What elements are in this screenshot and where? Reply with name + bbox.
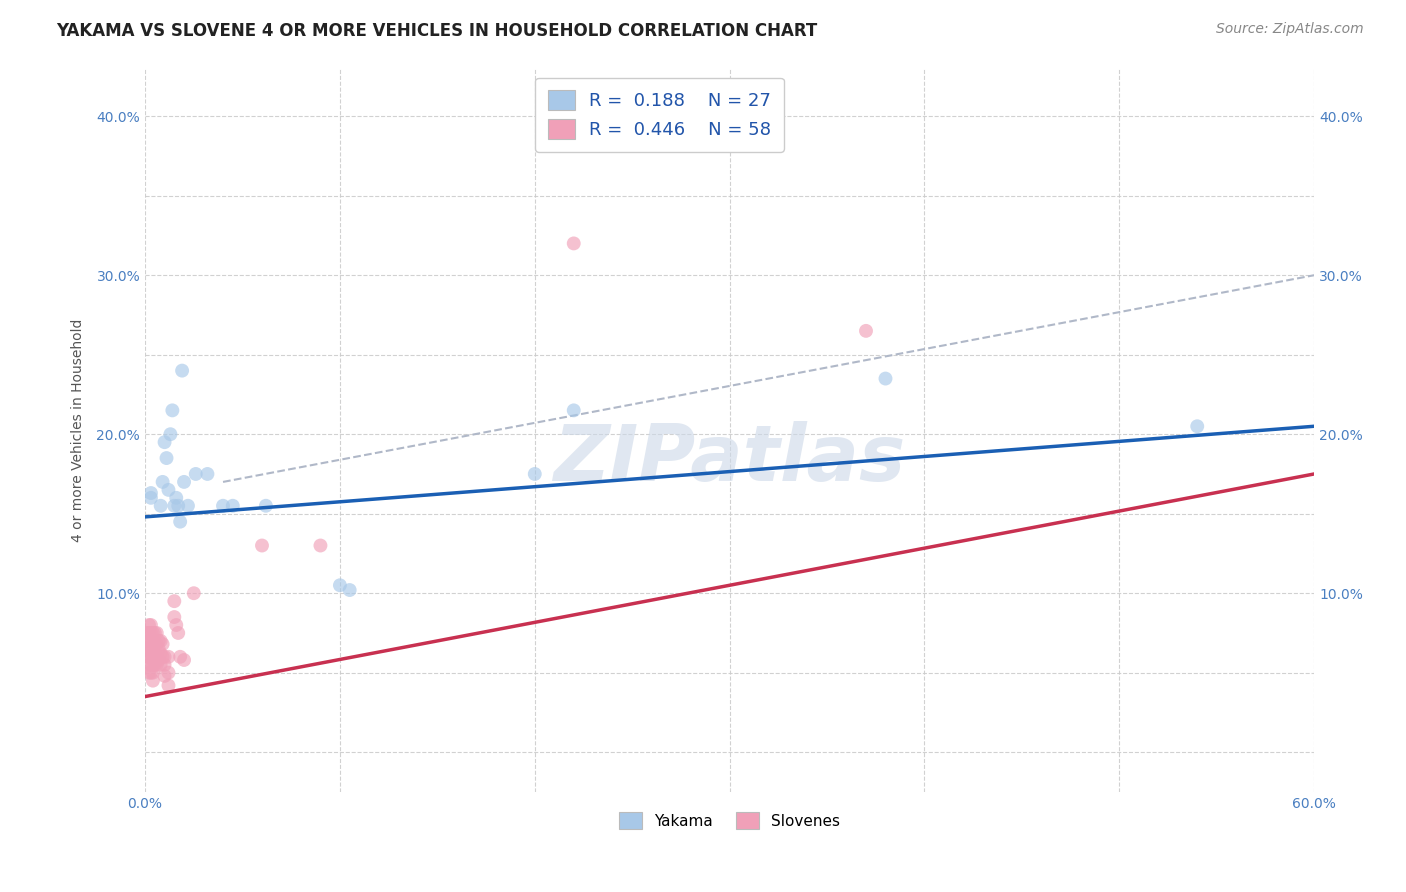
Point — [167, 499, 190, 513]
Point — [139, 626, 162, 640]
Point — [136, 634, 159, 648]
Point — [136, 649, 159, 664]
Point — [163, 610, 186, 624]
Point — [146, 657, 169, 672]
Point — [183, 586, 205, 600]
Point — [523, 467, 546, 481]
Point — [155, 451, 177, 466]
Point — [146, 649, 169, 664]
Point — [138, 626, 160, 640]
Point — [855, 324, 877, 338]
Point — [139, 486, 162, 500]
Point — [146, 637, 169, 651]
Point — [309, 539, 332, 553]
Point — [153, 649, 176, 664]
Point — [138, 657, 160, 672]
Point — [139, 641, 162, 656]
Point — [152, 637, 174, 651]
Point — [142, 641, 165, 656]
Point — [212, 499, 235, 513]
Point — [875, 371, 897, 385]
Point — [143, 626, 166, 640]
Point — [169, 515, 191, 529]
Point — [153, 435, 176, 450]
Point — [157, 665, 180, 680]
Point — [159, 427, 181, 442]
Point — [165, 491, 187, 505]
Point — [138, 634, 160, 648]
Text: Source: ZipAtlas.com: Source: ZipAtlas.com — [1216, 22, 1364, 37]
Point — [163, 594, 186, 608]
Point — [138, 649, 160, 664]
Point — [139, 665, 162, 680]
Point — [142, 649, 165, 664]
Point — [138, 618, 160, 632]
Point — [167, 626, 190, 640]
Point — [139, 657, 162, 672]
Point — [142, 657, 165, 672]
Point — [339, 582, 361, 597]
Point — [169, 649, 191, 664]
Point — [149, 634, 172, 648]
Point — [562, 403, 585, 417]
Point — [146, 626, 169, 640]
Point — [143, 657, 166, 672]
Point — [329, 578, 352, 592]
Y-axis label: 4 or more Vehicles in Household: 4 or more Vehicles in Household — [72, 318, 86, 542]
Point — [142, 634, 165, 648]
Point — [152, 649, 174, 664]
Legend: Yakama, Slovenes: Yakama, Slovenes — [613, 806, 846, 835]
Point — [165, 618, 187, 632]
Point — [149, 647, 172, 661]
Point — [139, 649, 162, 664]
Point — [222, 499, 245, 513]
Point — [136, 626, 159, 640]
Point — [139, 618, 162, 632]
Point — [562, 236, 585, 251]
Point — [157, 678, 180, 692]
Point — [149, 657, 172, 672]
Point — [138, 665, 160, 680]
Point — [142, 626, 165, 640]
Point — [142, 665, 165, 680]
Point — [173, 475, 195, 489]
Point — [1187, 419, 1209, 434]
Point — [157, 649, 180, 664]
Point — [143, 637, 166, 651]
Point — [250, 539, 273, 553]
Point — [149, 499, 172, 513]
Point — [148, 641, 170, 656]
Point — [172, 363, 194, 377]
Point — [254, 499, 277, 513]
Point — [184, 467, 207, 481]
Point — [177, 499, 200, 513]
Point — [173, 653, 195, 667]
Point — [153, 657, 176, 672]
Point — [136, 641, 159, 656]
Point — [148, 634, 170, 648]
Point — [148, 653, 170, 667]
Point — [163, 499, 186, 513]
Point — [139, 491, 162, 505]
Point — [139, 634, 162, 648]
Point — [162, 403, 184, 417]
Point — [152, 475, 174, 489]
Point — [142, 673, 165, 688]
Point — [138, 641, 160, 656]
Text: YAKAMA VS SLOVENE 4 OR MORE VEHICLES IN HOUSEHOLD CORRELATION CHART: YAKAMA VS SLOVENE 4 OR MORE VEHICLES IN … — [56, 22, 817, 40]
Text: ZIPatlas: ZIPatlas — [554, 421, 905, 497]
Point — [197, 467, 219, 481]
Point — [143, 647, 166, 661]
Point — [153, 669, 176, 683]
Point — [157, 483, 180, 497]
